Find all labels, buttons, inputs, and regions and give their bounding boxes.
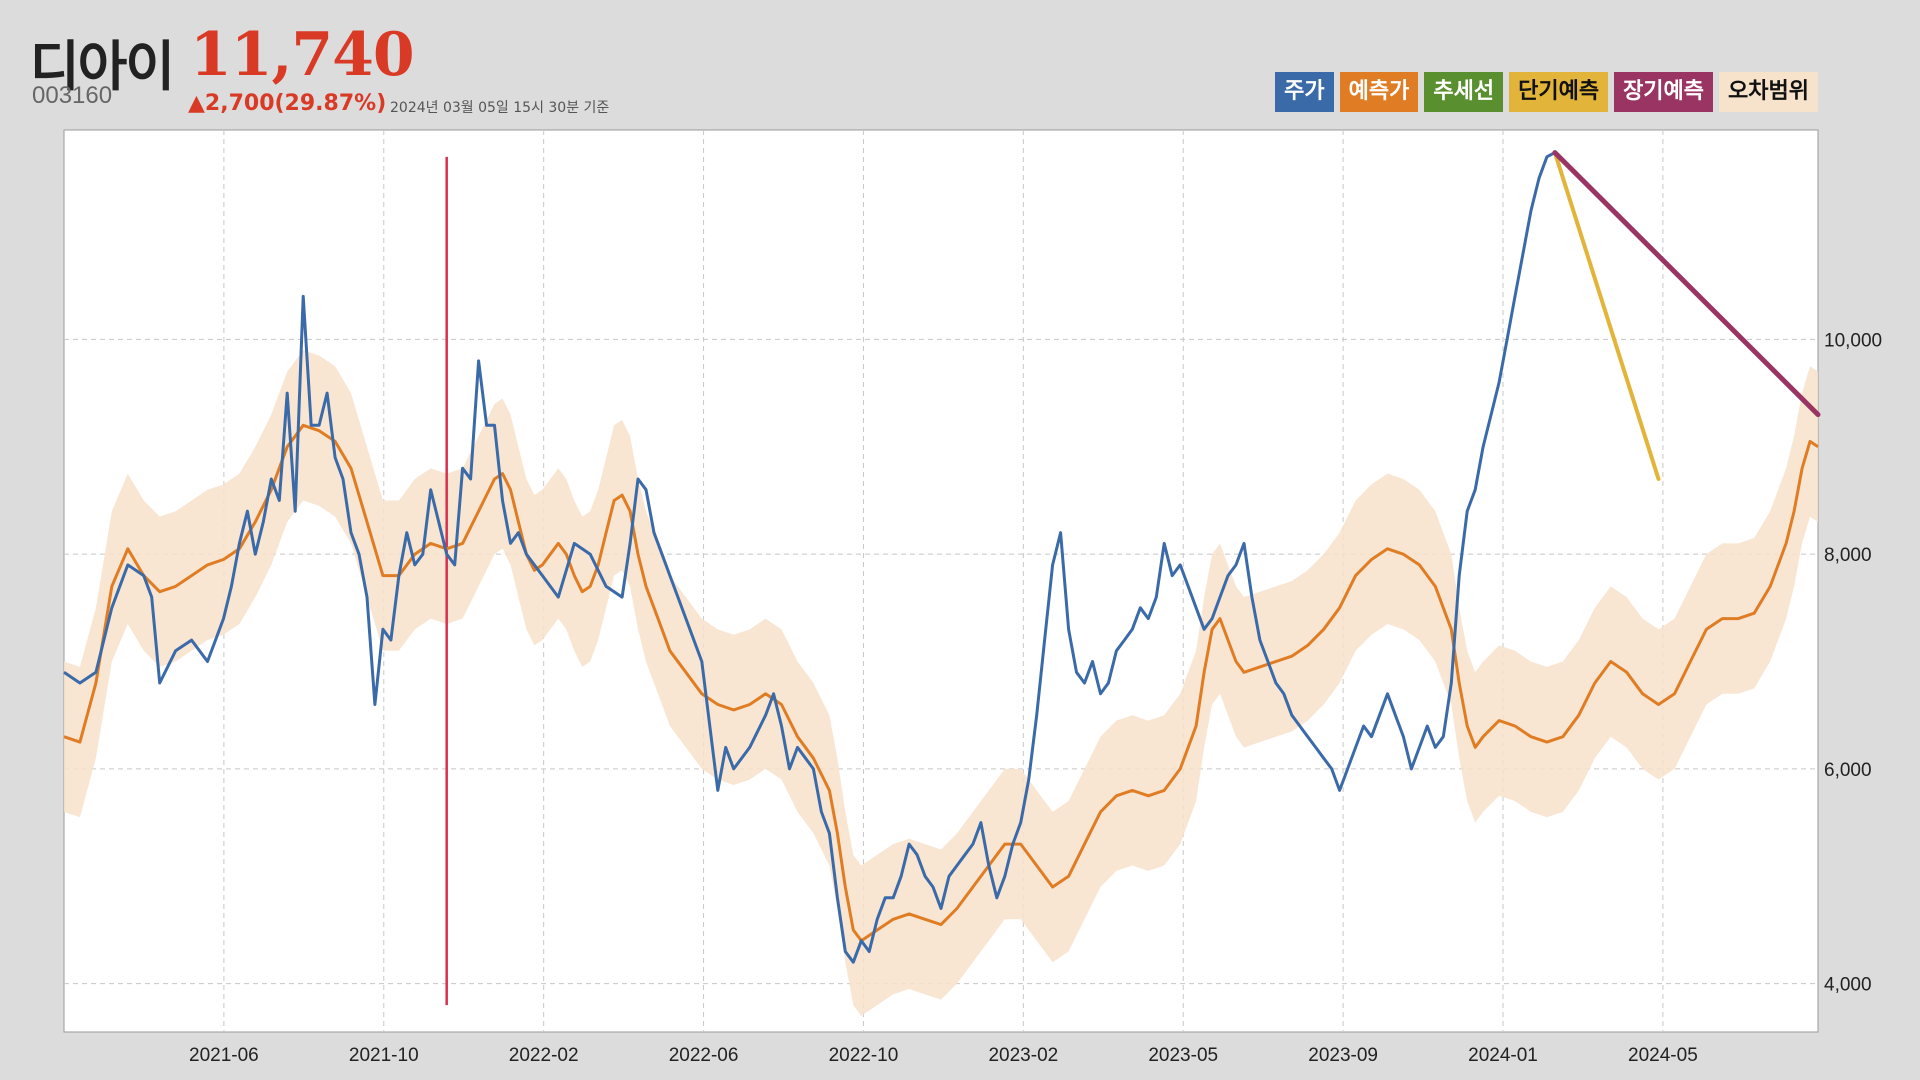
- price-change: ▲2,700(29.87%): [188, 91, 387, 116]
- stock-code: 003160: [32, 82, 113, 109]
- x-tick-label: 2022-10: [829, 1045, 899, 1066]
- chart-legend: 주가 예측가 추세선 단기예측 장기예측 오차범위: [1275, 72, 1818, 112]
- y-tick-label: 10,000: [1824, 330, 1882, 351]
- x-tick-label: 2023-02: [988, 1045, 1058, 1066]
- long-term-forecast-line: [1552, 150, 1821, 418]
- x-tick-label: 2023-09: [1308, 1045, 1378, 1066]
- predicted-line: [63, 423, 1819, 943]
- x-tick-label: 2022-02: [509, 1045, 579, 1066]
- y-tick-label: 4,000: [1824, 975, 1872, 996]
- stock-name: 디아이: [30, 35, 175, 98]
- legend-trendline[interactable]: 추세선: [1424, 72, 1504, 112]
- legend-short-term[interactable]: 단기예측: [1509, 72, 1609, 112]
- current-price: 11,740: [190, 20, 415, 90]
- legend-error-band[interactable]: 오차범위: [1719, 72, 1818, 112]
- x-tick-label: 2023-05: [1148, 1045, 1218, 1066]
- header: 디아이 11,740 003160 ▲2,700(29.87%) 2024년 0…: [0, 0, 1920, 128]
- short-term-forecast-line: [1552, 150, 1661, 481]
- as-of-timestamp: 2024년 03월 05일 15시 30분 기준: [390, 100, 610, 116]
- legend-long-term[interactable]: 장기예측: [1614, 72, 1714, 112]
- y-tick-label: 8,000: [1824, 545, 1872, 566]
- x-tick-label: 2021-10: [349, 1045, 419, 1066]
- legend-predicted[interactable]: 예측가: [1339, 72, 1419, 112]
- x-tick-label: 2024-01: [1468, 1045, 1538, 1066]
- x-tick-label: 2021-06: [189, 1045, 259, 1066]
- price-line: [63, 151, 1556, 964]
- y-tick-label: 6,000: [1824, 760, 1872, 781]
- error-band: [64, 350, 1818, 1016]
- legend-price[interactable]: 주가: [1275, 72, 1334, 112]
- x-tick-label: 2024-05: [1628, 1045, 1698, 1066]
- x-tick-label: 2022-06: [669, 1045, 739, 1066]
